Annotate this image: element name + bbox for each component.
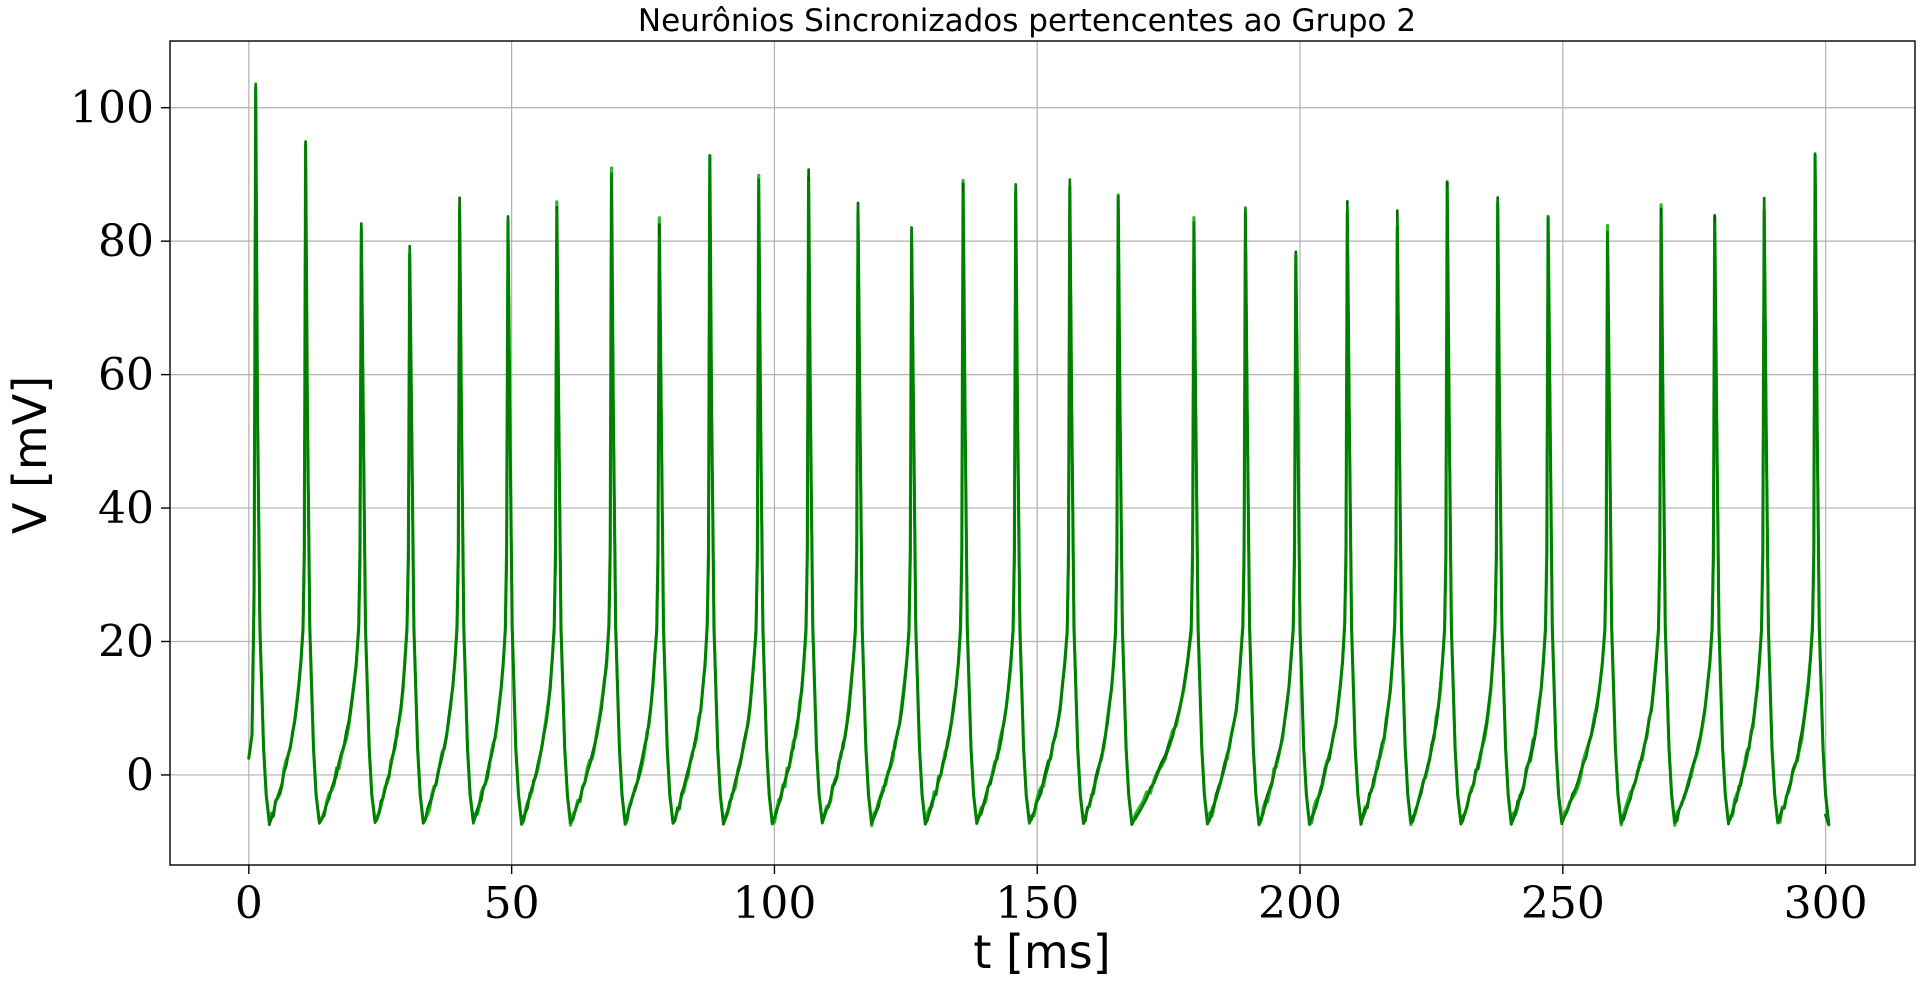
y-tick-label: 20	[98, 616, 154, 667]
x-tick-label: 200	[1258, 878, 1342, 929]
voltage-trace-neuron-a	[247, 82, 1831, 826]
axis-ticks: 0 50 100 150 200 250 300 0 20 40 60 80 100	[70, 83, 1868, 929]
x-axis-label: t [ms]	[973, 925, 1110, 979]
y-tick-label: 60	[98, 350, 154, 401]
x-tick-label: 250	[1521, 878, 1605, 929]
plot-frame	[169, 40, 1916, 866]
grid-lines	[170, 41, 1915, 865]
voltage-trace-neuron-b	[247, 86, 1831, 828]
y-tick-label: 0	[126, 750, 154, 801]
y-tick-label: 100	[70, 83, 154, 134]
y-axis-label: V [mV]	[3, 376, 57, 534]
voltage-trace-neuron-c	[247, 84, 1831, 827]
x-tick-label: 150	[995, 878, 1079, 929]
y-tick-label: 40	[98, 483, 154, 534]
voltage-traces	[247, 82, 1831, 828]
chart-title: Neurônios Sincronizados pertencentes ao …	[638, 3, 1416, 39]
x-tick-label: 50	[484, 878, 540, 929]
x-tick-label: 300	[1784, 878, 1868, 929]
y-tick-label: 80	[98, 216, 154, 267]
x-tick-label: 0	[235, 878, 263, 929]
x-tick-label: 100	[732, 878, 816, 929]
